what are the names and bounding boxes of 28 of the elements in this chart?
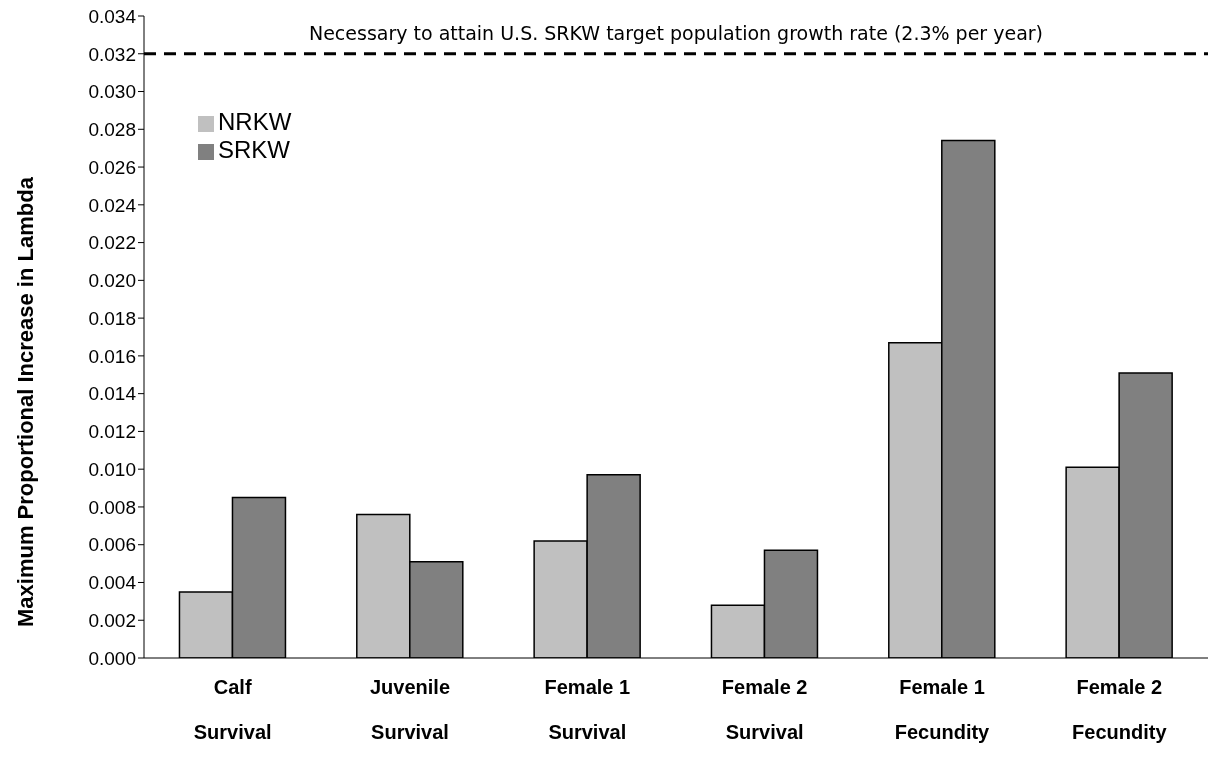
ref-line-label: Necessary to attain U.S. SRKW target population growth rate (2.3% per year)	[308, 21, 1044, 44]
y-tick-label: 0.032	[88, 43, 136, 65]
y-tick-label: 0.006	[88, 534, 136, 556]
y-tick-label: 0.020	[88, 270, 136, 292]
y-axis-title: Maximum Proportional Increase in Lambda	[12, 176, 38, 627]
y-tick-label: 0.026	[88, 156, 136, 178]
y-tick-label: 0.030	[88, 81, 136, 103]
y-tick-label: 0.002	[88, 609, 136, 631]
y-tick-label: 0.004	[88, 572, 137, 594]
y-tick-label: 0.012	[88, 421, 136, 443]
x-tick-label: Female 2 Survival	[721, 676, 808, 743]
legend-label: NRKW	[218, 108, 292, 135]
x-tick-label: Calf Survival	[193, 676, 272, 743]
y-tick-label: 0.016	[88, 345, 136, 367]
y-tick-label: 0.010	[88, 458, 136, 480]
y-tick-label: 0.008	[88, 496, 136, 518]
x-tick-label: Female 2 Fecundity	[1072, 676, 1168, 743]
x-tick-label: Female 1 Fecundity	[894, 676, 991, 743]
x-tick-label: Juvenile Survival	[369, 676, 451, 743]
y-tick-label: 0.014	[88, 383, 137, 405]
y-tick-label: 0.022	[88, 232, 136, 254]
y-tick-label: 0.028	[88, 119, 136, 141]
y-tick-label: 0.034	[88, 5, 137, 27]
y-tick-label: 0.000	[88, 647, 136, 669]
legend-label: SRKW	[218, 136, 290, 163]
x-tick-label: Female 1 Survival	[544, 676, 631, 743]
y-tick-label: 0.024	[88, 194, 137, 216]
y-tick-label: 0.018	[88, 307, 136, 329]
